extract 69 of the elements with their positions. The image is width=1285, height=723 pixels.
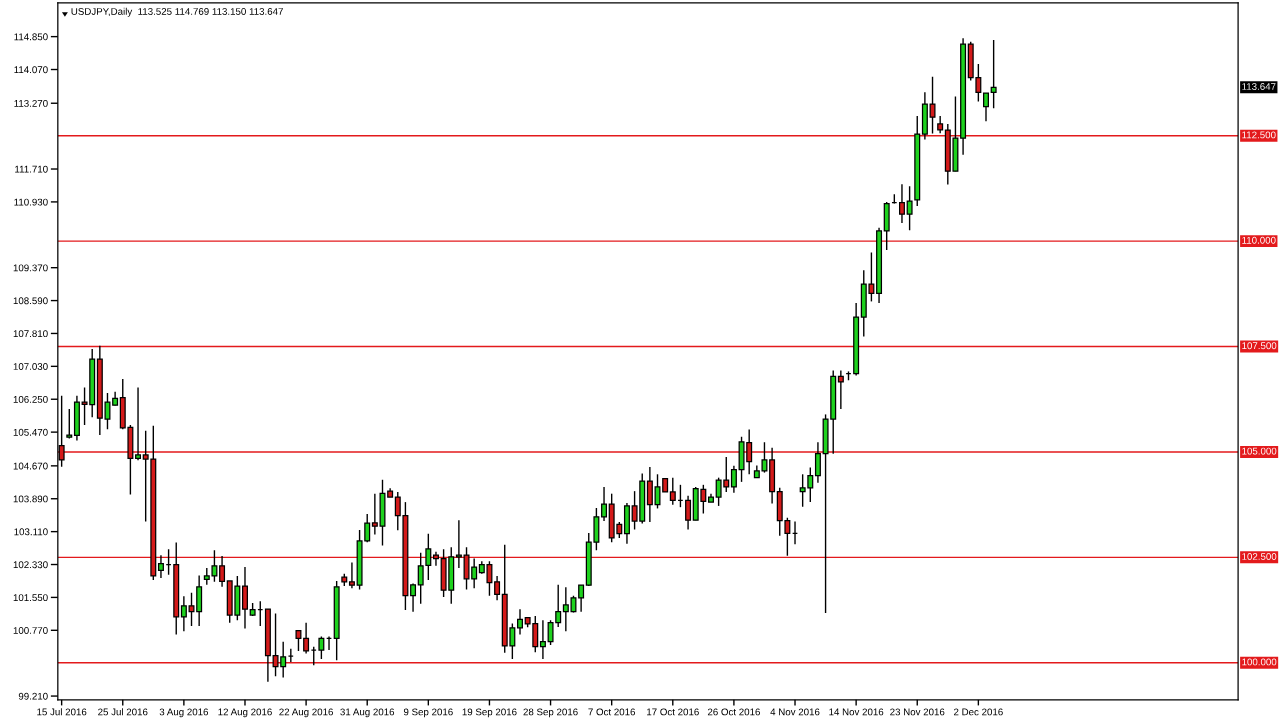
x-tick-label: 28 Sep 2016 <box>523 708 578 718</box>
x-tick-label: 23 Nov 2016 <box>890 708 945 716</box>
y-tick-label: 102.330 <box>13 561 48 569</box>
x-tick-label: 12 Aug 2016 <box>218 708 272 718</box>
candlestick <box>578 584 585 613</box>
y-tick-label: 101.550 <box>13 594 48 602</box>
candlestick <box>241 566 248 630</box>
candlestick <box>410 582 417 613</box>
candlestick <box>837 369 844 410</box>
x-tick-label: 9 Sep 2016 <box>403 708 453 718</box>
ref-line-label: 102.500 <box>1242 553 1277 560</box>
y-tick-label: 105.470 <box>13 428 48 436</box>
x-tick-label: 14 Nov 2016 <box>829 708 884 716</box>
candlestick <box>929 75 936 135</box>
y-tick-label: 104.670 <box>13 462 48 470</box>
candlestick <box>455 519 462 569</box>
ref-line-label: 110.000 <box>1242 236 1276 244</box>
candlestick <box>432 551 439 567</box>
x-tick-label: 19 Sep 2016 <box>462 708 517 718</box>
text: 113.647 <box>1242 83 1276 90</box>
y-tick-label: 107.030 <box>13 363 48 370</box>
ref-line-label: 105.000 <box>1242 447 1277 455</box>
candlestick <box>730 465 737 494</box>
x-tick-label: 17 Oct 2016 <box>647 708 699 716</box>
x-tick-label: 7 Oct 2016 <box>588 708 636 716</box>
candlestick <box>669 476 676 506</box>
x-tick-label: 4 Nov 2016 <box>770 708 820 716</box>
ref-line-label: 100.000 <box>1242 658 1277 666</box>
candlestick <box>494 575 501 602</box>
x-tick-label: 25 Jul 2016 <box>98 708 148 716</box>
candlestick <box>135 386 142 462</box>
y-tick-label: 109.370 <box>13 264 48 272</box>
candlestick <box>157 554 164 579</box>
candlestick <box>66 408 73 440</box>
candlestick <box>601 486 608 522</box>
x-tick-label: 2 Dec 2016 <box>953 708 1003 716</box>
ref-line-label: 112.500 <box>1242 131 1276 139</box>
y-tick-label: 114.850 <box>14 33 48 41</box>
candlestick <box>685 495 692 531</box>
y-tick-label: 113.270 <box>14 99 48 107</box>
y-tick-label: 111.710 <box>15 165 48 173</box>
candlestick <box>906 185 913 231</box>
y-tick-label: 114.070 <box>14 66 48 74</box>
y-tick-label: 100.770 <box>13 627 48 634</box>
candlestick <box>295 630 302 652</box>
x-tick-label: 15 Jul 2016 <box>37 708 87 716</box>
x-tick-label: 22 Aug 2016 <box>279 708 333 718</box>
y-tick-label: 103.890 <box>13 495 48 503</box>
x-tick-label: 3 Aug 2016 <box>159 708 209 718</box>
ref-line-label: 107.500 <box>1242 342 1277 350</box>
candlestick <box>898 183 905 224</box>
candlestick <box>219 555 226 588</box>
y-tick-label: 103.110 <box>14 528 48 536</box>
candlestick <box>539 619 546 660</box>
y-tick-label: 99.210 <box>18 692 48 700</box>
candlestick <box>983 92 989 123</box>
candlestick <box>348 561 355 589</box>
candlestick <box>517 608 523 636</box>
x-tick-label: 26 Oct 2016 <box>707 708 760 716</box>
candlestick <box>990 39 997 109</box>
y-tick-label: 106.250 <box>13 395 48 403</box>
candlestick <box>318 635 325 660</box>
candlestick <box>814 441 821 484</box>
chart-title: USDJPY,Daily 113.525 114.769 113.150 113.647 <box>71 7 283 17</box>
candlestick <box>303 622 310 655</box>
y-tick-label: 108.590 <box>13 297 48 305</box>
y-tick-label: 107.810 <box>13 330 48 338</box>
x-tick-label: 31 Aug 2016 <box>340 708 395 718</box>
y-tick-label: 110.930 <box>14 198 48 206</box>
